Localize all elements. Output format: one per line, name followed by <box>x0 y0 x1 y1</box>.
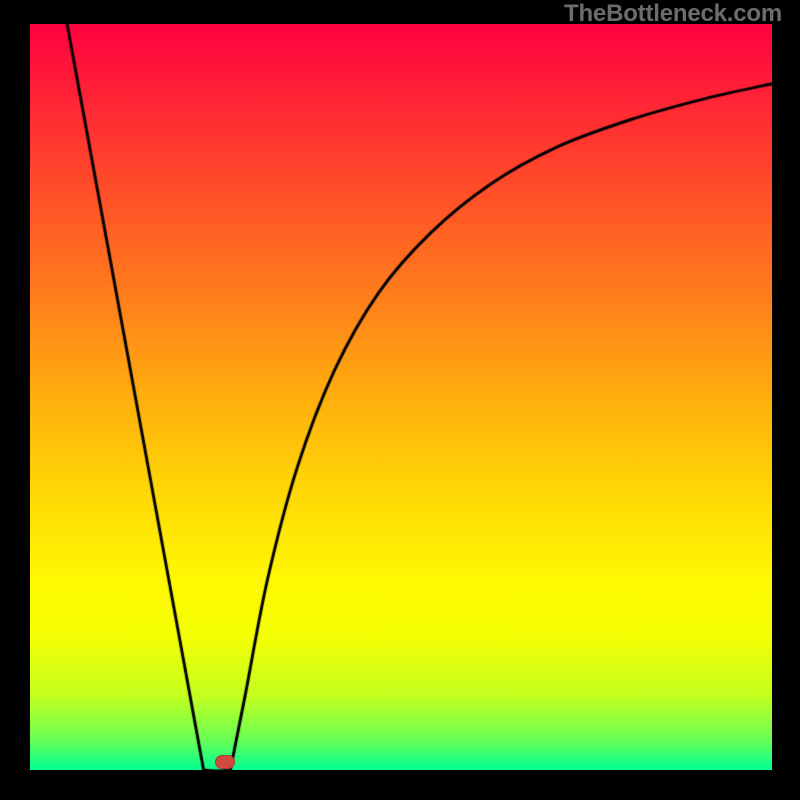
plot-area <box>30 24 772 770</box>
figure-root: TheBottleneck.com <box>0 0 800 800</box>
trough-marker <box>215 755 235 769</box>
